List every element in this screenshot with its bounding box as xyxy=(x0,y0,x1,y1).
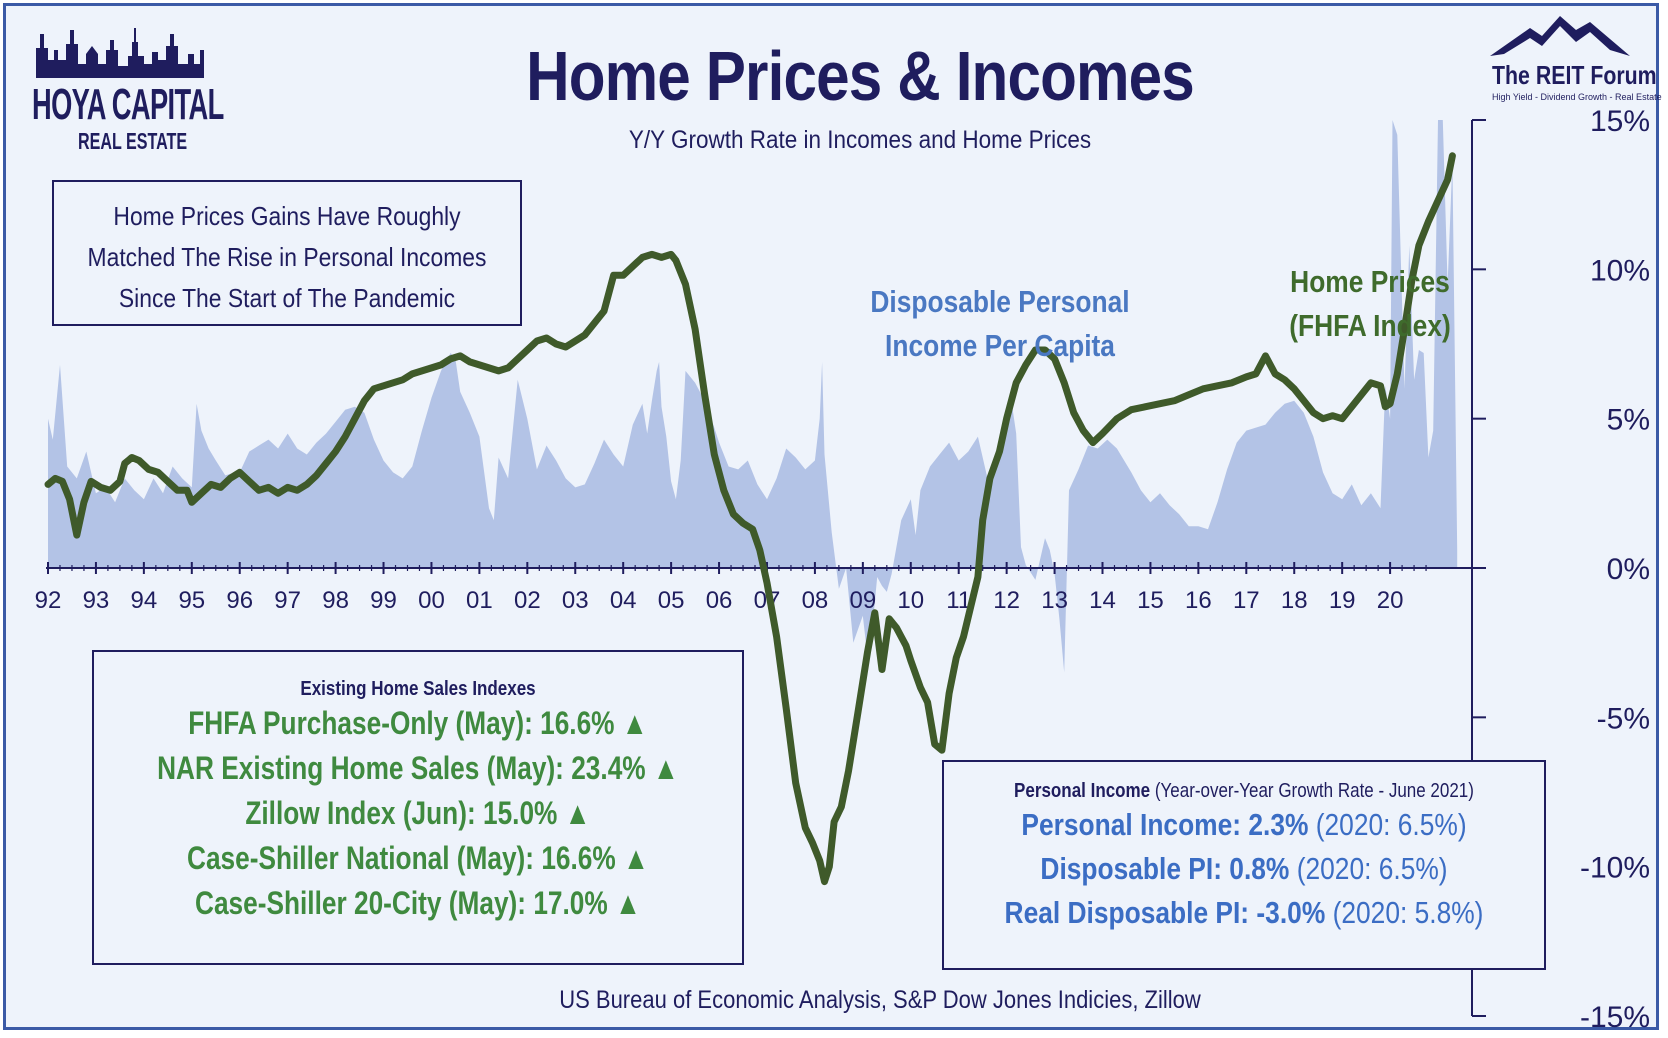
x-tick-label: 08 xyxy=(802,587,829,614)
chart-title: Home Prices & Incomes xyxy=(526,37,1195,115)
y-tick-label: -10% xyxy=(1580,852,1650,885)
home-sales-row: Zillow Index (Jun): 15.0% ▲ xyxy=(245,795,591,831)
x-tick-label: 13 xyxy=(1041,587,1068,614)
y-tick-label: 10% xyxy=(1590,254,1650,287)
y-tick-label: 0% xyxy=(1607,553,1650,586)
home-sales-row: FHFA Purchase-Only (May): 16.6% ▲ xyxy=(188,705,648,741)
home-sales-row: Case-Shiller 20-City (May): 17.0% ▲ xyxy=(195,885,641,921)
income-area-layer xyxy=(48,120,1458,673)
x-tick-label: 14 xyxy=(1089,587,1116,614)
x-tick-label: 06 xyxy=(706,587,733,614)
x-tick-label: 02 xyxy=(514,587,541,614)
x-tick-label: 93 xyxy=(83,587,110,614)
x-tick-label: 01 xyxy=(466,587,493,614)
logo-right-line1: The REIT Forum xyxy=(1492,60,1657,90)
personal-income-header-bold: Personal Income xyxy=(1014,780,1151,802)
x-tick-label: 18 xyxy=(1281,587,1308,614)
personal-income-box: Personal Income (Year-over-Year Growth R… xyxy=(942,760,1546,970)
x-tick-label: 03 xyxy=(562,587,589,614)
x-tick-label: 99 xyxy=(370,587,397,614)
x-tick-label: 00 xyxy=(418,587,445,614)
hoya-capital-logo: HOYA CAPITAL REAL ESTATE xyxy=(32,20,224,160)
x-tick-label: 05 xyxy=(658,587,685,614)
income-row-label: Personal Income: 2.3% xyxy=(1021,807,1309,842)
note-box: Home Prices Gains Have Roughly Matched T… xyxy=(52,180,522,326)
income-row-label: Disposable PI: 0.8% xyxy=(1040,851,1290,886)
logo-left-line1: HOYA CAPITAL xyxy=(32,80,224,129)
mountain-icon xyxy=(1490,16,1630,56)
axis-layer: 92 93 94 95 96 97 98 99 00 01 02 03 04 05 06 07 08 09 10 11… xyxy=(35,105,1650,1034)
personal-income-header-rest: (Year-over-Year Growth Rate - June 2021) xyxy=(1154,780,1474,802)
note-line: Matched The Rise in Personal Incomes xyxy=(87,242,487,272)
dpi-annotation-line: Income Per Capita xyxy=(885,328,1115,363)
home-sales-row: NAR Existing Home Sales (May): 23.4% ▲ xyxy=(157,750,679,786)
skyline-icon xyxy=(36,28,204,78)
dpi-annotation-line: Disposable Personal xyxy=(870,284,1130,319)
personal-income-header: Personal Income (Year-over-Year Growth R… xyxy=(989,780,1499,803)
y-tick-label: 15% xyxy=(1590,105,1650,138)
home-sales-row: Case-Shiller National (May): 16.6% ▲ xyxy=(187,840,649,876)
x-tick-label: 97 xyxy=(274,587,301,614)
income-row-label: Real Disposable PI: -3.0% xyxy=(1004,895,1326,930)
reit-forum-logo: The REIT Forum High Yield - Dividend Gro… xyxy=(1480,10,1662,105)
x-tick-label: 15 xyxy=(1137,587,1164,614)
note-line: Since The Start of The Pandemic xyxy=(118,283,456,313)
home-price-annotation: Home Prices (FHFA Index) xyxy=(1268,260,1472,348)
x-tick-label: 19 xyxy=(1329,587,1356,614)
logo-right-line2: High Yield - Dividend Growth - Real Esta… xyxy=(1492,92,1662,102)
personal-income-row: Real Disposable PI: -3.0% (2020: 5.8%) xyxy=(989,891,1499,935)
personal-income-row: Personal Income: 2.3% (2020: 6.5%) xyxy=(989,803,1499,847)
chart-subtitle: Y/Y Growth Rate in Incomes and Home Pric… xyxy=(628,126,1092,154)
x-tick-label: 17 xyxy=(1233,587,1260,614)
home-price-annotation-line: Home Prices xyxy=(1290,264,1450,299)
income-row-note: (2020: 6.5%) xyxy=(1315,807,1467,842)
income-row-note: (2020: 6.5%) xyxy=(1296,851,1448,886)
logo-left-line2: REAL ESTATE xyxy=(78,128,188,154)
personal-income-row: Disposable PI: 0.8% (2020: 6.5%) xyxy=(989,847,1499,891)
y-tick-label: -5% xyxy=(1597,702,1650,735)
x-tick-label: 96 xyxy=(226,587,253,614)
x-tick-label: 95 xyxy=(178,587,205,614)
home-price-annotation-line: (FHFA Index) xyxy=(1289,308,1451,343)
x-tick-label: 09 xyxy=(849,587,876,614)
x-tick-label: 10 xyxy=(897,587,924,614)
income-area-series xyxy=(48,120,1458,673)
x-tick-label: 92 xyxy=(35,587,62,614)
x-tick-label: 12 xyxy=(993,587,1020,614)
source-note: US Bureau of Economic Analysis, S&P Dow … xyxy=(559,986,1201,1014)
x-tick-label: 04 xyxy=(610,587,637,614)
home-price-line-layer xyxy=(44,152,1456,886)
home-price-series xyxy=(44,152,1456,886)
x-tick-label: 94 xyxy=(131,587,158,614)
income-row-note: (2020: 5.8%) xyxy=(1332,895,1484,930)
note-line: Home Prices Gains Have Roughly xyxy=(113,201,461,231)
home-sales-header: Existing Home Sales Indexes xyxy=(300,678,536,700)
y-tick-label: 5% xyxy=(1607,404,1650,437)
home-sales-box: Existing Home Sales Indexes FHFA Purchas… xyxy=(92,650,744,965)
x-tick-label: 20 xyxy=(1377,587,1404,614)
x-tick-label: 16 xyxy=(1185,587,1212,614)
y-tick-label: -15% xyxy=(1580,1001,1650,1034)
dpi-annotation: Disposable Personal Income Per Capita xyxy=(856,280,1145,368)
x-tick-label: 98 xyxy=(322,587,349,614)
